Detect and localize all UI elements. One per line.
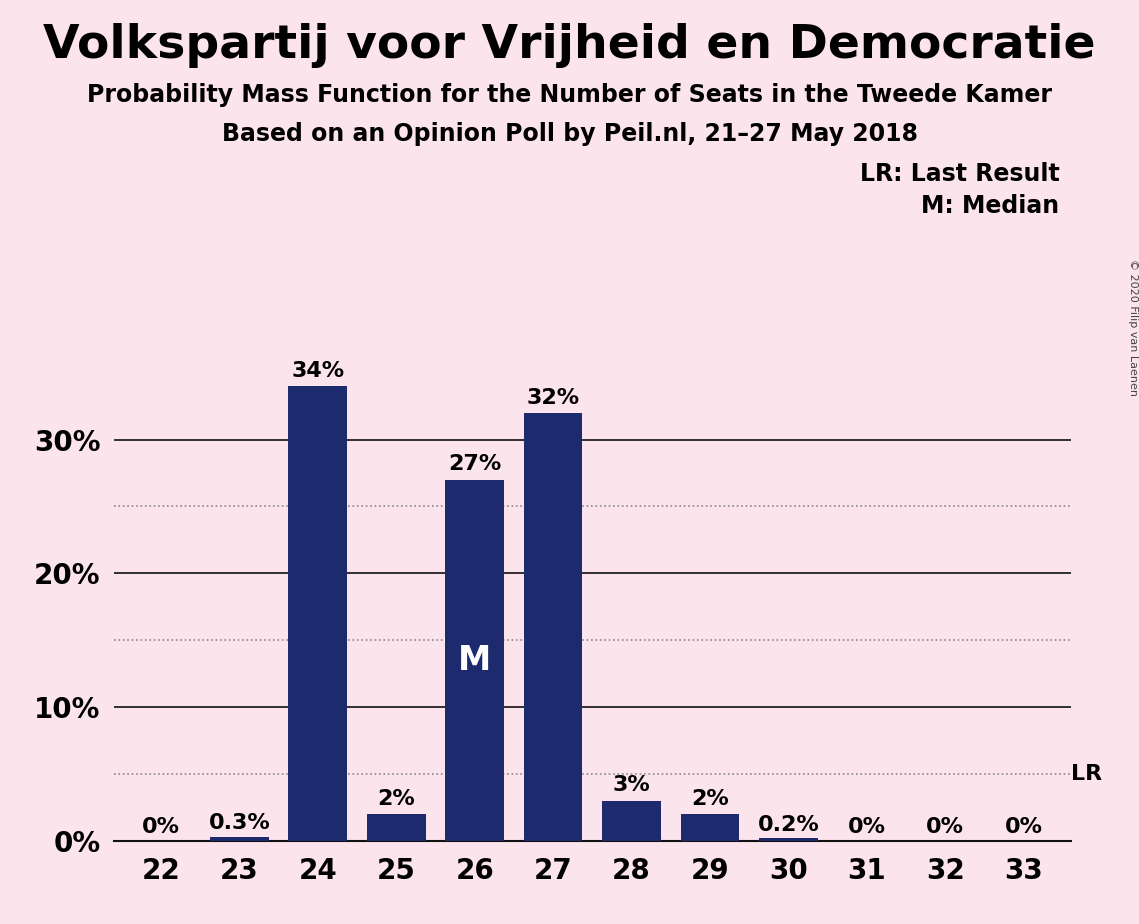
Bar bbox=[445, 480, 505, 841]
Text: 0%: 0% bbox=[1005, 818, 1042, 837]
Text: Based on an Opinion Poll by Peil.nl, 21–27 May 2018: Based on an Opinion Poll by Peil.nl, 21–… bbox=[221, 122, 918, 146]
Text: LR: Last Result: LR: Last Result bbox=[860, 162, 1059, 186]
Text: 0.3%: 0.3% bbox=[208, 813, 270, 833]
Bar bbox=[288, 386, 347, 841]
Text: 0%: 0% bbox=[142, 818, 180, 837]
Text: 34%: 34% bbox=[292, 360, 344, 381]
Bar bbox=[210, 837, 269, 841]
Text: Probability Mass Function for the Number of Seats in the Tweede Kamer: Probability Mass Function for the Number… bbox=[87, 83, 1052, 107]
Bar bbox=[367, 814, 426, 841]
Bar bbox=[759, 838, 818, 841]
Text: 3%: 3% bbox=[613, 775, 650, 796]
Bar bbox=[680, 814, 739, 841]
Text: 2%: 2% bbox=[377, 789, 415, 808]
Text: 0%: 0% bbox=[847, 818, 886, 837]
Text: 2%: 2% bbox=[691, 789, 729, 808]
Bar bbox=[603, 801, 661, 841]
Text: © 2020 Filip van Laenen: © 2020 Filip van Laenen bbox=[1129, 259, 1138, 395]
Text: 27%: 27% bbox=[448, 455, 501, 474]
Text: 32%: 32% bbox=[526, 387, 580, 407]
Text: Volkspartij voor Vrijheid en Democratie: Volkspartij voor Vrijheid en Democratie bbox=[43, 23, 1096, 68]
Text: 0.2%: 0.2% bbox=[757, 815, 819, 834]
Text: LR: LR bbox=[1071, 764, 1101, 784]
Text: M: Median: M: Median bbox=[921, 194, 1059, 218]
Text: 0%: 0% bbox=[926, 818, 965, 837]
Text: M: M bbox=[458, 644, 491, 676]
Bar bbox=[524, 413, 582, 841]
